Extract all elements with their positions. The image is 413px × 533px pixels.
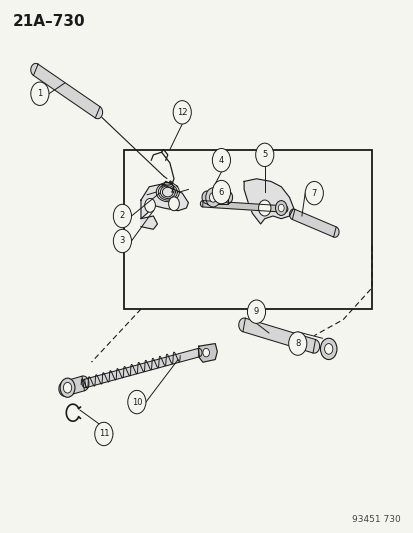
- Text: 4: 4: [218, 156, 223, 165]
- Circle shape: [168, 197, 179, 211]
- Polygon shape: [333, 227, 338, 237]
- Circle shape: [202, 349, 209, 357]
- Polygon shape: [242, 318, 315, 353]
- Text: 2: 2: [119, 212, 125, 221]
- Text: 5: 5: [261, 150, 267, 159]
- Circle shape: [324, 344, 332, 354]
- Text: 7: 7: [311, 189, 316, 198]
- Polygon shape: [84, 349, 199, 387]
- Circle shape: [278, 204, 283, 212]
- Polygon shape: [292, 209, 335, 237]
- Circle shape: [320, 338, 336, 360]
- Polygon shape: [82, 379, 86, 387]
- Polygon shape: [141, 184, 188, 219]
- Circle shape: [63, 382, 71, 393]
- Circle shape: [113, 204, 131, 228]
- Polygon shape: [202, 191, 206, 204]
- Polygon shape: [244, 179, 293, 224]
- Circle shape: [258, 200, 270, 216]
- Circle shape: [255, 143, 273, 166]
- Circle shape: [212, 149, 230, 172]
- Text: 9: 9: [253, 307, 259, 316]
- Polygon shape: [202, 200, 285, 212]
- Text: 1: 1: [37, 89, 43, 98]
- Circle shape: [275, 200, 286, 215]
- Circle shape: [209, 192, 216, 202]
- Text: 21A–730: 21A–730: [13, 14, 85, 29]
- Polygon shape: [197, 349, 202, 357]
- Polygon shape: [200, 200, 202, 207]
- Polygon shape: [206, 191, 227, 204]
- Text: 3: 3: [119, 237, 125, 246]
- Circle shape: [60, 378, 75, 397]
- Polygon shape: [59, 382, 66, 396]
- Polygon shape: [227, 191, 232, 204]
- Circle shape: [113, 229, 131, 253]
- Circle shape: [31, 82, 49, 106]
- Text: 6: 6: [218, 188, 223, 197]
- Polygon shape: [238, 318, 245, 332]
- Circle shape: [173, 101, 191, 124]
- Polygon shape: [63, 376, 84, 396]
- Circle shape: [288, 332, 306, 356]
- Text: 93451 730: 93451 730: [351, 515, 400, 524]
- Circle shape: [128, 390, 145, 414]
- Polygon shape: [289, 209, 294, 220]
- Circle shape: [95, 422, 113, 446]
- Circle shape: [205, 188, 220, 207]
- Bar: [124, 150, 371, 309]
- Polygon shape: [82, 376, 89, 391]
- Circle shape: [212, 180, 230, 204]
- Circle shape: [145, 198, 155, 212]
- Polygon shape: [312, 340, 319, 353]
- Text: 12: 12: [177, 108, 187, 117]
- Circle shape: [304, 181, 323, 205]
- Text: 10: 10: [131, 398, 142, 407]
- Polygon shape: [33, 64, 100, 118]
- Polygon shape: [141, 216, 157, 229]
- Text: 8: 8: [294, 339, 300, 348]
- Polygon shape: [198, 344, 217, 362]
- Polygon shape: [31, 63, 38, 76]
- Polygon shape: [285, 206, 287, 212]
- Polygon shape: [95, 107, 102, 119]
- Text: 11: 11: [98, 430, 109, 439]
- Circle shape: [247, 300, 265, 324]
